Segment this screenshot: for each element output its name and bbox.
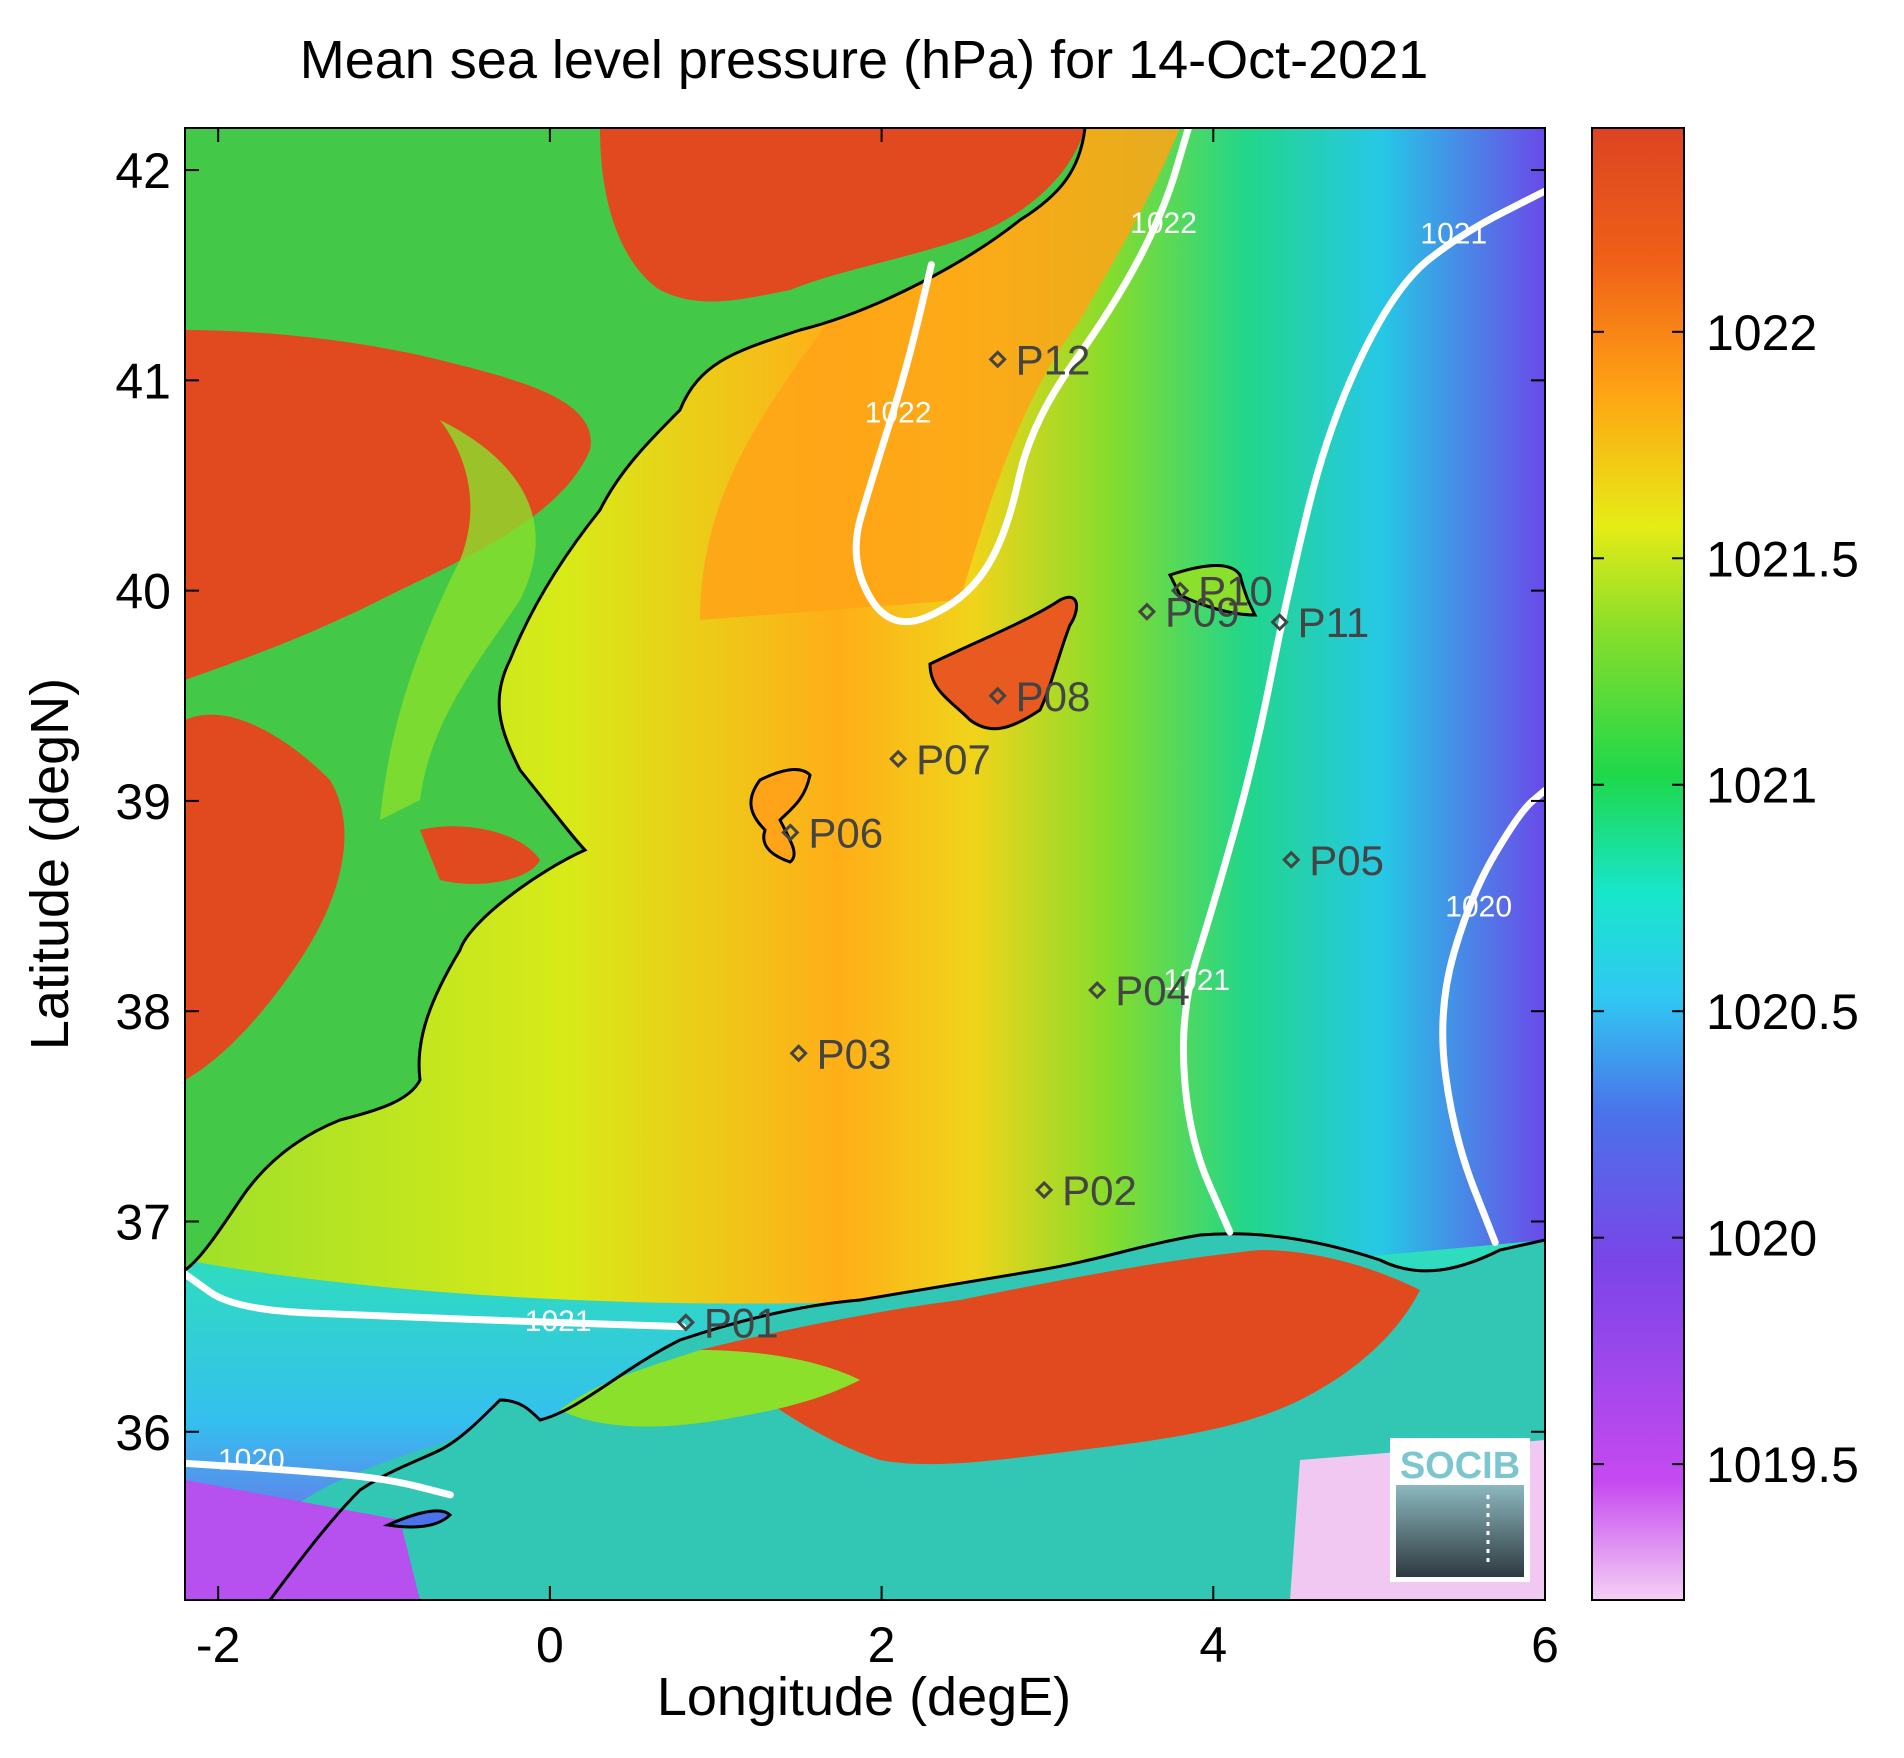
station-label: P05: [1309, 837, 1384, 884]
colorbar-tick-label: 1021: [1706, 758, 1817, 814]
y-tick-label: 41: [115, 353, 171, 409]
colorbar-tick-label: 1020.5: [1706, 984, 1859, 1040]
x-tick-label: 6: [1531, 1617, 1559, 1673]
colorbar-ticks: 1019.5 1020 1020.5 1021 1021.5 1022: [1592, 305, 1859, 1493]
station-marker: [1088, 981, 1107, 1000]
chart-title: Mean sea level pressure (hPa) for 14-Oct…: [300, 30, 1429, 90]
station-label: P10: [1198, 568, 1273, 615]
x-tick-label: 0: [536, 1617, 564, 1673]
socib-logo: SOCIB: [1390, 1438, 1530, 1582]
africa-coastline: [268, 1232, 1545, 1600]
menorca-island: [1167, 564, 1258, 617]
mallorca-island: [928, 596, 1079, 731]
station-marker: [781, 823, 800, 842]
colorbar-tick-label: 1022: [1706, 305, 1817, 361]
alboran-island: [382, 1509, 453, 1529]
y-axis-label: Latitude (degN): [20, 678, 80, 1050]
iberia-coastline: [185, 128, 1087, 1272]
isobar-contours: 1022 1022 1021 1021 1021 1020 1020: [185, 128, 1545, 1499]
contour-label: 1022: [1130, 207, 1197, 240]
station-marker: [988, 350, 1007, 369]
contour-line: [852, 128, 1192, 626]
station-label: P06: [808, 809, 883, 856]
station-marker: [889, 749, 908, 768]
station-label: P04: [1115, 967, 1190, 1014]
iberia-highlands-south: [185, 714, 345, 1080]
africa-low-south-west: [185, 1480, 420, 1600]
iberia-highlands-central: [185, 330, 591, 680]
y-axis-ticks: 36 37 38 39 40 41 42: [115, 143, 1545, 1461]
x-tick-label: 4: [1199, 1617, 1227, 1673]
station-marker: [988, 686, 1007, 705]
station-label: P03: [817, 1030, 892, 1077]
station-marker: [1170, 581, 1190, 600]
map-plot-area: 1022 1022 1021 1021 1021 1020 1020 P01 P02 P03 P0…: [185, 128, 1545, 1600]
ibiza-island: [749, 768, 812, 864]
station-marker: [1137, 602, 1157, 621]
high-pressure-zone: [700, 128, 1180, 620]
x-tick-label: 2: [868, 1617, 896, 1673]
north-africa-green: [560, 1350, 860, 1427]
colorbar-tick-label: 1020: [1706, 1211, 1817, 1267]
station-label: P11: [1298, 599, 1370, 646]
contour-label: 1021: [1420, 218, 1487, 251]
contour-label: 1020: [218, 1444, 285, 1477]
station-marker: [1270, 613, 1289, 632]
contour-label: 1020: [1445, 891, 1512, 924]
x-axis-label: Longitude (degE): [657, 1667, 1071, 1727]
y-tick-label: 37: [115, 1194, 171, 1250]
north-africa-highlands: [700, 1250, 1420, 1465]
colorbar: [1591, 127, 1685, 1601]
contour-line: [185, 1459, 454, 1499]
contour-label: 1021: [525, 1305, 592, 1338]
contour-line: [1179, 187, 1545, 1236]
iberia-green-band: [380, 420, 536, 820]
iberia-highlands-north: [600, 128, 1085, 302]
station-label: P02: [1062, 1167, 1137, 1214]
contour-line: [1439, 786, 1545, 1247]
y-tick-label: 42: [115, 143, 171, 199]
station-marker: [1034, 1180, 1054, 1200]
iberia-highlands-east: [420, 826, 540, 884]
y-tick-label: 39: [115, 774, 171, 830]
station-label: P01: [704, 1299, 779, 1346]
socib-logo-text: SOCIB: [1400, 1445, 1520, 1487]
colorbar-tick-label: 1021.5: [1706, 531, 1859, 587]
contour-label: 1022: [865, 396, 932, 429]
y-tick-label: 40: [115, 564, 171, 620]
contour-label: 1021: [1163, 964, 1230, 997]
contour-line: [185, 1270, 687, 1331]
station-marker: [1282, 850, 1301, 869]
station-label: P08: [1016, 673, 1091, 720]
colorbar-tick-label: 1019.5: [1706, 1437, 1859, 1493]
station-label: P12: [1016, 336, 1091, 383]
station-marker: [789, 1044, 808, 1063]
station-marker: [676, 1313, 695, 1332]
y-tick-label: 36: [115, 1405, 171, 1461]
x-axis-ticks: -2 0 2 4 6: [196, 128, 1559, 1673]
x-tick-label: -2: [196, 1617, 240, 1673]
y-tick-label: 38: [115, 984, 171, 1040]
station-label: P07: [916, 736, 991, 783]
plot-frame: [184, 127, 1546, 1601]
